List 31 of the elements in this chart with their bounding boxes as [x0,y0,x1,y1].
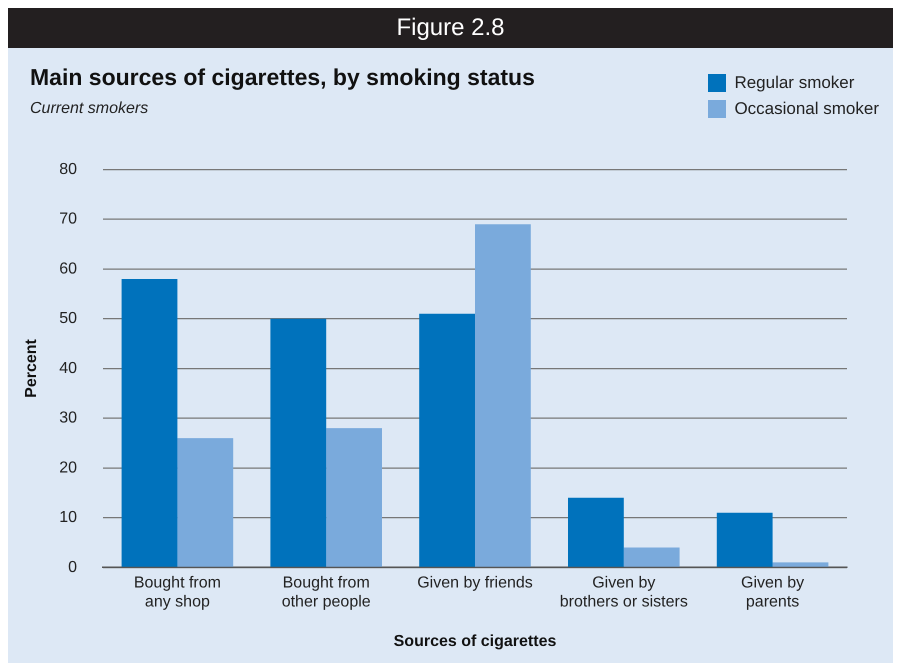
x-tick-label: Bought from any shop [134,574,221,611]
bar [772,562,828,567]
bar [270,318,326,567]
y-axis-title: Percent [23,338,40,398]
chart-title: Main sources of cigarettes, by smoking status [30,64,535,91]
bar [122,278,178,567]
y-tick-label: 10 [59,509,78,526]
x-axis-title: Sources of cigarettes [394,632,556,650]
legend-label: Occasional smoker [734,99,879,119]
caption: Figure 2.8 [8,8,893,48]
y-tick-label: 20 [59,459,78,476]
chart-subtitle: Current smokers [30,100,148,118]
bar [177,438,234,567]
bar [475,224,531,567]
legend-label: Regular smoker [734,73,854,93]
bar [568,498,624,567]
x-tick-label: Given by brothers or sisters [560,574,688,611]
y-tick-label: 40 [59,360,78,377]
y-tick-label: 0 [68,558,78,576]
y-tick-label: 50 [59,310,78,328]
y-tick-label: 70 [59,210,78,228]
bar [419,314,475,567]
bar [716,512,773,567]
x-tick-label: Given by parents [741,574,804,611]
y-tick-label: 60 [59,260,78,278]
y-tick-label: 80 [59,161,78,178]
x-tick-label: Given by friends [417,574,533,592]
bar [624,548,680,567]
bar [326,428,382,567]
y-tick-label: 30 [59,410,78,427]
x-tick-label: Bought from other people [282,574,371,611]
